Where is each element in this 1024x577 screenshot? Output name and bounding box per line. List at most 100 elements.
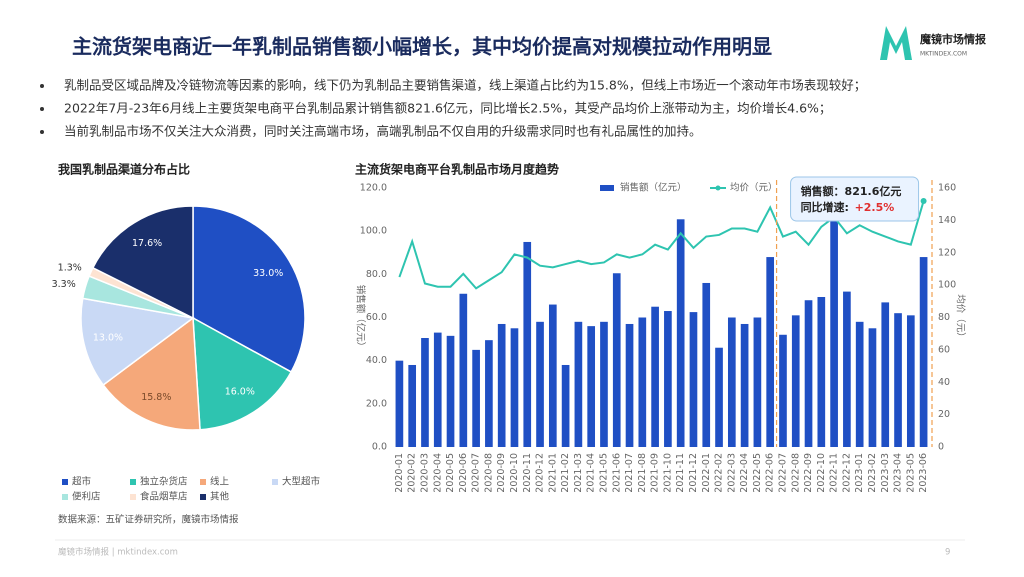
pie-slice: [192, 205, 306, 373]
bar: [855, 321, 864, 447]
x-tick-label: 2021-01: [547, 453, 558, 493]
bar: [600, 321, 608, 447]
y2-tick-label: 20: [938, 409, 950, 420]
y2-tick-label: 60: [938, 344, 950, 355]
x-tick-label: 2022-04: [739, 453, 750, 493]
bullet-text: 乳制品受区域品牌及冷链物流等因素的影响，线下仍为乳制品主要销售渠道，线上渠道占比…: [64, 78, 866, 93]
y-axis-title: 销售额（亿元）: [355, 285, 367, 352]
bar: [740, 323, 749, 447]
legend-label: 销售额（亿元）: [620, 182, 687, 194]
x-tick-label: 2021-12: [688, 453, 699, 493]
legend-label: 超市: [72, 476, 92, 488]
bar: [715, 347, 723, 447]
bar: [408, 364, 417, 447]
y2-tick-label: 120: [938, 247, 956, 258]
bar: [446, 335, 455, 447]
y2-axis-title: 均价（元）: [955, 294, 967, 342]
bar: [919, 257, 928, 447]
x-tick-label: 2020-09: [496, 453, 507, 493]
bullet-dot: [40, 107, 44, 111]
x-tick-label: 2022-03: [726, 453, 737, 493]
x-tick-label: 2021-06: [611, 453, 622, 493]
x-tick-label: 2020-07: [471, 453, 482, 493]
bar: [689, 312, 698, 447]
x-tick-label: 2020-06: [458, 453, 469, 493]
bar: [433, 332, 442, 447]
legend-label: 食品烟草店: [140, 491, 188, 503]
bar: [395, 360, 404, 447]
y-tick-label: 0.0: [372, 442, 387, 453]
bar: [881, 302, 890, 447]
bar: [421, 338, 429, 447]
bar: [574, 321, 583, 447]
legend-swatch: [200, 479, 206, 485]
x-tick-label: 2023-03: [880, 453, 891, 493]
bullet-text: 2022年7月-23年6月线上主要货架电商平台乳制品累计销售额821.6亿元，同…: [64, 101, 831, 116]
legend-label: 便利店: [72, 491, 101, 503]
legend-swatch: [130, 479, 136, 485]
x-tick-label: 2023-02: [867, 453, 878, 493]
logo: 魔镜市场情报 MKTINDEX.COM: [880, 26, 987, 60]
x-tick-label: 2022-11: [829, 453, 840, 493]
bar: [510, 328, 519, 447]
x-tick-label: 2021-04: [586, 453, 597, 493]
legend-swatch: [272, 479, 278, 485]
x-tick-label: 2021-03: [573, 453, 584, 493]
x-tick-label: 2021-11: [675, 453, 686, 493]
bar: [664, 311, 672, 447]
y2-tick-label: 100: [938, 280, 956, 291]
y2-tick-label: 160: [938, 183, 956, 194]
legend-label: 大型超市: [282, 476, 321, 488]
bar: [868, 328, 877, 447]
legend-swatch: [62, 479, 68, 485]
pie-slice: [102, 316, 201, 431]
y-tick-label: 80.0: [366, 269, 387, 280]
x-tick-label: 2021-08: [637, 453, 648, 493]
legend-swatch: [62, 494, 68, 500]
x-tick-label: 2020-10: [509, 453, 520, 493]
legend-label: 其他: [210, 491, 230, 503]
bar: [638, 317, 647, 447]
x-tick-label: 2023-05: [905, 453, 916, 493]
x-tick-label: 2020-01: [394, 453, 405, 493]
x-tick-label: 2022-12: [841, 453, 852, 493]
logo-sub: MKTINDEX.COM: [920, 51, 967, 58]
x-tick-label: 2021-02: [560, 453, 571, 493]
legend-label: 线上: [210, 476, 230, 488]
pie-title: 我国乳制品渠道分布占比: [58, 162, 190, 177]
bar: [625, 323, 634, 447]
pie-slice: [192, 316, 293, 431]
y-tick-label: 40.0: [366, 355, 387, 366]
annotation-value: +2.5%: [855, 201, 895, 214]
x-tick-label: 2022-10: [816, 453, 827, 493]
slice-label: 33.0%: [253, 268, 283, 279]
y2-tick-label: 0: [938, 442, 944, 453]
bar: [894, 313, 902, 447]
bar: [676, 219, 685, 447]
bar: [791, 315, 800, 447]
legend-swatch: [200, 494, 206, 500]
x-tick-label: 2022-02: [714, 453, 725, 493]
x-tick-label: 2020-05: [445, 453, 456, 493]
slice-label: 17.6%: [132, 238, 162, 249]
x-tick-label: 2020-08: [483, 453, 494, 493]
legend-label: 均价（元）: [730, 182, 778, 194]
x-tick-label: 2023-04: [893, 453, 904, 493]
source: 数据来源：五矿证券研究所，魔镜市场情报: [58, 514, 239, 526]
bar: [612, 273, 621, 447]
bar: [587, 326, 596, 447]
bar: [536, 321, 544, 447]
legend-dot: [715, 185, 721, 191]
x-tick-label: 2022-05: [752, 453, 763, 493]
bar: [497, 323, 506, 447]
bar: [753, 317, 762, 447]
y-tick-label: 120.0: [360, 183, 387, 194]
x-tick-label: 2021-10: [662, 453, 673, 493]
y-tick-label: 100.0: [360, 226, 387, 237]
bar: [830, 192, 838, 447]
x-tick-label: 2022-06: [765, 453, 776, 493]
x-tick-label: 2022-09: [803, 453, 814, 493]
bar: [779, 334, 787, 447]
x-tick-label: 2020-02: [407, 453, 418, 493]
x-tick-label: 2022-01: [701, 453, 712, 493]
